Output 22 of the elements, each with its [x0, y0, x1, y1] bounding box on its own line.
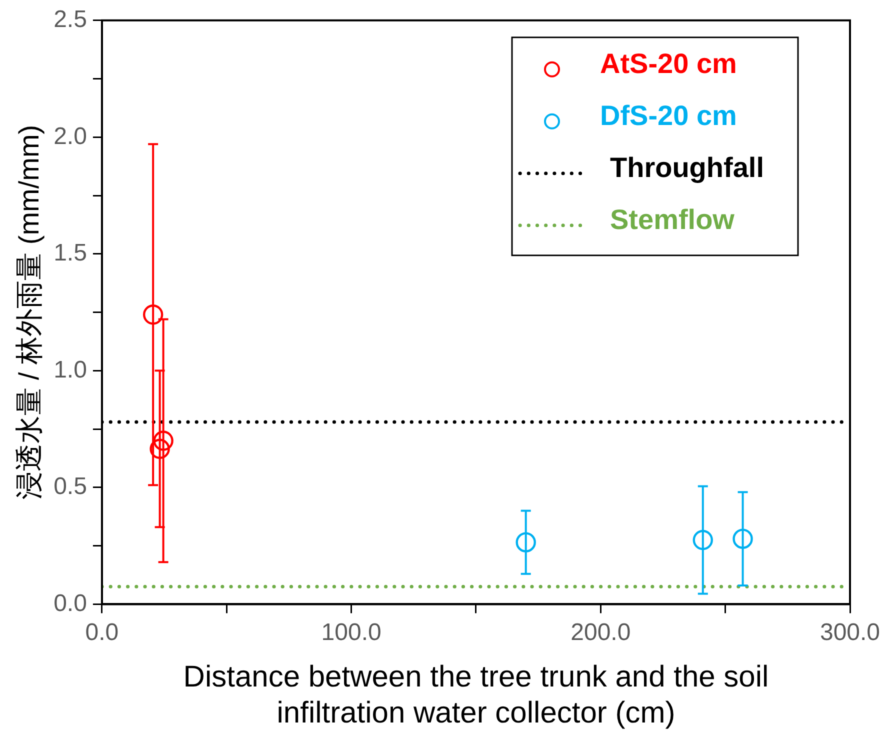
y-tick-label: 0.5 [54, 473, 87, 500]
x-tick-label: 0.0 [85, 619, 119, 646]
legend-label: DfS-20 cm [600, 100, 737, 132]
y-tick-label: 2.0 [54, 122, 87, 150]
point [153, 430, 174, 451]
x-tick-label: 100.0 [321, 619, 382, 646]
point [142, 304, 164, 325]
legend-label: AtS-20 cm [600, 48, 737, 80]
legend-label: Stemflow [610, 204, 735, 236]
x-axis-title: Distance between the tree trunk and the soil infiltration water collector (cm) [183, 660, 769, 730]
y-tick-label: 0.0 [54, 590, 87, 617]
point [516, 532, 536, 552]
x-tick-label: 200.0 [570, 619, 631, 646]
point [732, 528, 753, 549]
legend-label: Throughfall [610, 152, 764, 184]
point [692, 530, 713, 550]
y-tick-label: 1.5 [54, 240, 87, 267]
x-tick-label: 300.0 [820, 619, 880, 646]
point [150, 438, 170, 460]
y-tick-label: 1.0 [54, 356, 87, 384]
y-axis-title: 浸透水量 / 林外雨量 (mm/mm) [14, 124, 45, 500]
y-tick-label: 2.5 [54, 6, 87, 34]
